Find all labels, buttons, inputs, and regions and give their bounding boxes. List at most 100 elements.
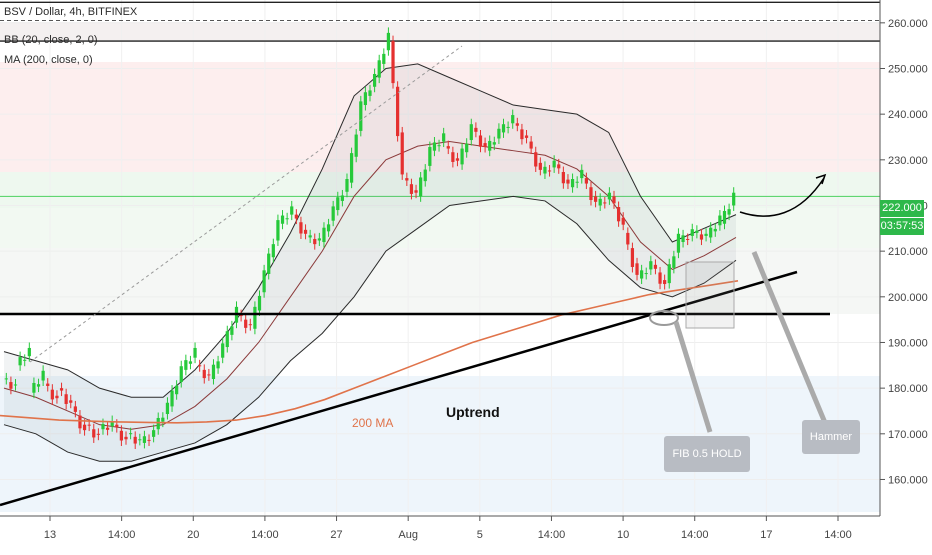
x-tick-label: 13 [44,529,56,541]
candle-up [18,357,22,366]
candle-down [248,324,252,326]
candle-up [690,229,694,236]
y-tick-label: 240.000 [888,109,928,121]
x-tick-label: 14:00 [251,529,279,541]
candle-down [451,152,455,162]
price-axis-bg [880,0,932,550]
candle-up [423,169,427,182]
fib-hold-callout[interactable]: FIB 0.5 HOLD [664,436,750,472]
candle-up [170,390,174,407]
candle-down [603,202,607,204]
bb-upper [3,63,737,398]
candle-up [428,147,432,166]
candle-down [635,263,639,275]
candle-down [515,123,519,126]
candle-down [409,184,414,194]
candle-up [704,233,708,236]
time-axis[interactable]: 13 14:00 20 14:00 27 Aug 5 14:00 10 14:00 17 14:00 [44,516,852,541]
candle-up [437,145,441,147]
candle-up [672,256,676,268]
y-tick-label: 200.000 [888,292,928,304]
candle-down [405,178,409,181]
candle-down [133,436,137,444]
candle-down [198,365,202,367]
candle-up [667,264,671,284]
ma-indicator-label[interactable]: MA (200, close, 0) [4,54,93,66]
candle-up [492,142,496,145]
candle-up [465,143,469,153]
candle-down [46,383,50,387]
candle-up [722,210,727,224]
fib-zone-grey [0,248,880,314]
current-price-tag: 222.000 [880,200,924,217]
candle-up [377,60,381,78]
candle-down [207,374,211,376]
candle-up [382,53,386,64]
candle-up [271,244,275,258]
projection-arrow[interactable] [739,177,825,217]
candle-down [534,152,538,167]
candle-down [478,135,483,147]
candle-up [511,115,515,124]
candle-down [561,172,565,184]
candle-up [676,233,681,253]
candle-up [326,224,331,232]
y-tick-label: 260.000 [888,18,928,30]
fib-zone-top [0,22,880,42]
candle-up [497,128,501,139]
x-tick-label: 27 [330,529,342,541]
hammer-callout[interactable]: Hammer [802,420,860,454]
x-tick-label: 14:00 [108,529,136,541]
fib-anchor-line [29,45,463,363]
candle-up [110,421,114,427]
candle-down [621,217,625,225]
candle-down [529,141,533,149]
candle-down [55,395,59,399]
projection-arrowhead [815,173,827,185]
x-tick-label: 5 [477,529,483,541]
candle-up [128,433,133,435]
candle-up [257,295,262,311]
bb-indicator-label[interactable]: BB (20, close, 2, 0) [4,34,98,46]
x-tick-label: 20 [187,529,199,541]
candle-up [230,326,234,335]
candle-down [584,178,588,184]
candle-up [253,306,257,329]
candle-down [616,207,621,222]
candle-up [460,148,464,165]
bb-lower [3,195,737,462]
candle-up [469,124,473,141]
ma200-line [0,280,739,424]
candle-down [658,272,662,284]
candle-up [695,230,699,233]
candle-down [483,143,487,148]
candle-up [336,197,340,211]
candle-up [354,134,358,157]
candle-up [152,430,156,437]
candle-down [396,86,400,137]
candle-up [32,382,36,393]
candle-up [727,209,731,215]
candle-up [649,261,653,270]
candle-down [313,238,317,245]
candle-up [644,273,648,275]
candle-up [598,198,602,206]
candle-up [36,384,41,387]
candle-up [276,220,280,241]
candle-down [202,369,206,379]
candle-up [216,361,220,369]
candle-up [709,227,713,238]
candle-up [386,32,391,51]
candle-up [156,417,160,430]
candle-down [538,162,542,170]
candle-up [331,206,335,221]
candle-up [345,179,349,192]
candle-down [663,280,667,285]
candle-up [27,347,31,357]
candle-up [165,402,170,415]
x-tick-label: 10 [617,529,629,541]
candle-up [372,73,377,87]
y-tick-label: 180.000 [888,383,928,395]
